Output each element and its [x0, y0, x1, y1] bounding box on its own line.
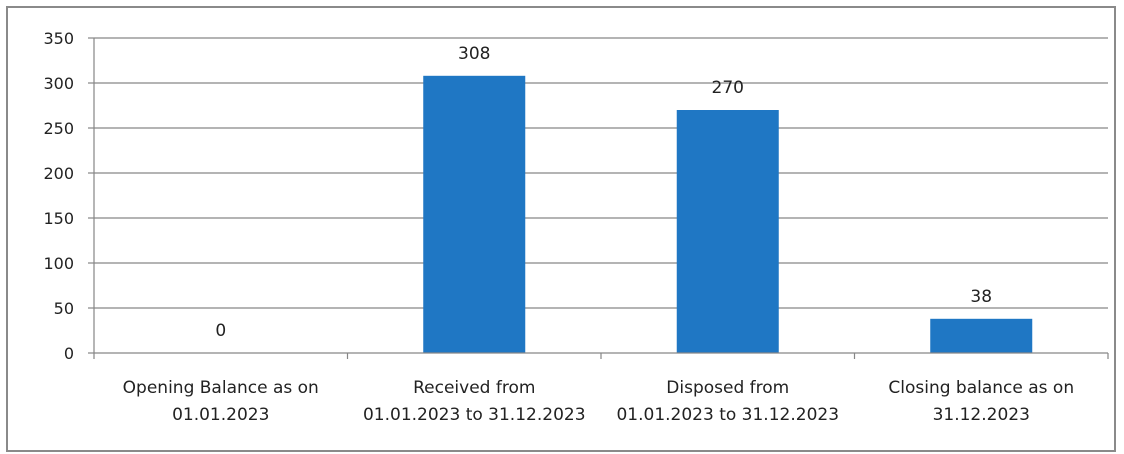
y-tick-label: 200 [43, 164, 74, 183]
labels: 0 50 100 150 200 250 300 350 0 Opening Balance as… [43, 29, 1074, 425]
category-label: Closing balance as on [888, 378, 1074, 398]
gridlines [94, 37, 1108, 309]
y-tick-label: 100 [43, 254, 74, 273]
category-label: 01.01.2023 to 31.12.2023 [363, 405, 586, 425]
category-label: Opening Balance as on [123, 378, 319, 398]
chart-frame [6, 6, 1116, 452]
bar [930, 318, 1033, 353]
y-tick-label: 350 [43, 29, 74, 48]
category-label: Disposed from [666, 378, 789, 398]
y-tick-label: 0 [64, 344, 74, 363]
bar [676, 110, 779, 353]
data-label: 38 [970, 287, 992, 307]
y-tick-label: 250 [43, 119, 74, 138]
axes [88, 37, 1109, 359]
y-tick-label: 300 [43, 74, 74, 93]
bars [423, 75, 1033, 354]
data-label: 270 [712, 78, 744, 98]
bar [423, 75, 526, 354]
data-label: 0 [215, 321, 226, 341]
data-label: 308 [458, 44, 490, 64]
category-label: Received from [413, 378, 535, 398]
y-tick-label: 50 [54, 299, 74, 318]
category-label: 31.12.2023 [933, 405, 1030, 425]
category-label: 01.01.2023 [172, 405, 269, 425]
y-tick-label: 150 [43, 209, 74, 228]
category-label: 01.01.2023 to 31.12.2023 [616, 405, 839, 425]
